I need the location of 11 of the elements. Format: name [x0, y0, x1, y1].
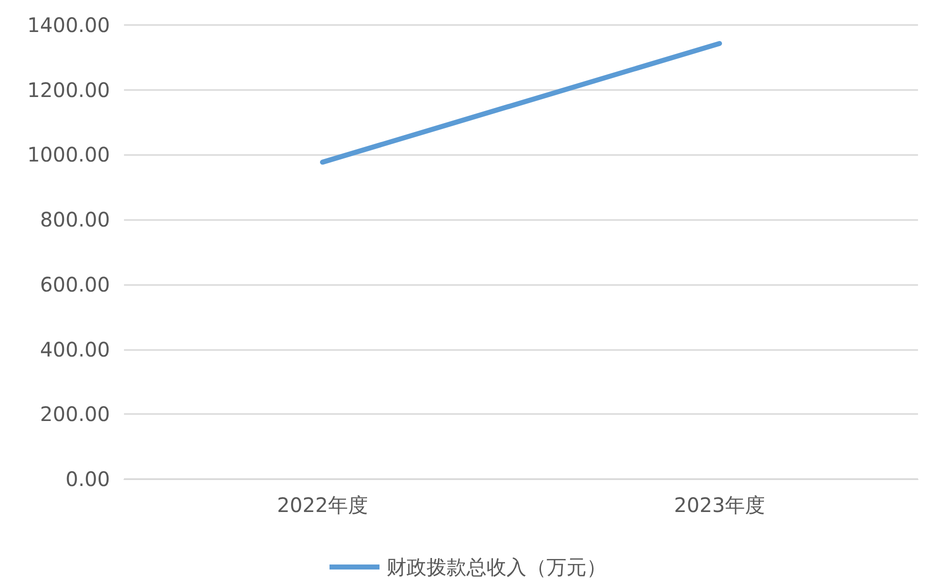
y-tick-label: 600.00 — [40, 272, 110, 296]
y-tick-label: 0.00 — [65, 467, 110, 491]
y-tick-label: 1400.00 — [27, 13, 110, 37]
y-tick-label: 200.00 — [40, 402, 110, 426]
legend-label: 财政拨款总收入（万元） — [386, 555, 606, 579]
y-tick-label: 1200.00 — [27, 78, 110, 102]
x-tick-label: 2022年度 — [277, 493, 368, 517]
y-tick-label: 1000.00 — [27, 142, 110, 167]
y-tick-label: 400.00 — [40, 337, 110, 362]
y-tick-label: 800.00 — [40, 208, 110, 232]
x-tick-label: 2023年度 — [674, 493, 765, 517]
